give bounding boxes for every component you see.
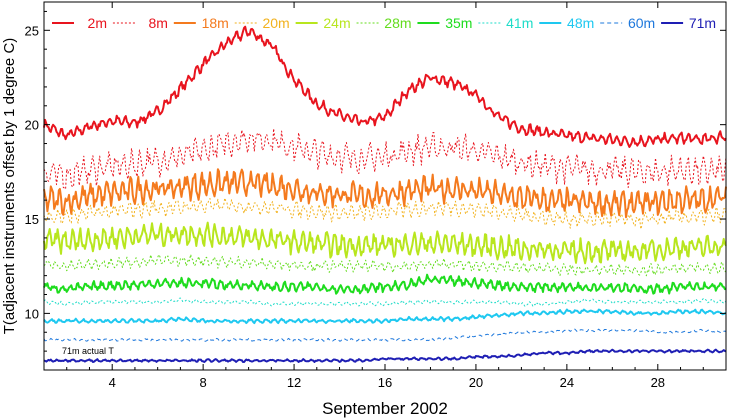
x-tick-label: 8 xyxy=(200,375,207,390)
series-line-24m xyxy=(43,221,727,265)
y-tick-label: 25 xyxy=(25,23,39,38)
y-tick-label: 10 xyxy=(25,306,39,321)
series-line-60m xyxy=(43,328,727,342)
x-tick-label: 24 xyxy=(560,375,574,390)
x-axis-label: September 2002 xyxy=(322,399,448,418)
axis-layer: 4 8 12 16 20 24 28 10 15 20 25 xyxy=(25,2,726,390)
legend-label-20m: 20m xyxy=(262,15,289,31)
series-layer xyxy=(43,25,727,363)
series-line-18m xyxy=(43,168,727,219)
legend-label-24m: 24m xyxy=(323,15,350,31)
x-tick-label: 28 xyxy=(651,375,665,390)
x-tick-label: 16 xyxy=(378,375,392,390)
legend-label-8m: 8m xyxy=(148,15,167,31)
legend-label-60m: 60m xyxy=(628,15,655,31)
series-line-20m xyxy=(43,197,727,230)
series-line-28m xyxy=(43,253,727,277)
legend-label-28m: 28m xyxy=(384,15,411,31)
legend-label-2m: 2m xyxy=(88,15,107,31)
series-line-35m xyxy=(43,273,727,295)
x-tick-label: 4 xyxy=(109,375,116,390)
legend-label-35m: 35m xyxy=(445,15,472,31)
x-tick-label: 20 xyxy=(469,375,483,390)
annotation-71m-actual: 71m actual T xyxy=(62,346,114,356)
legend: 2m 8m 18m 20m 24m 28m 35m 41m 48m 60m 71m xyxy=(52,15,716,31)
series-line-2m xyxy=(43,25,727,148)
y-tick-label: 15 xyxy=(25,212,39,227)
series-line-8m xyxy=(43,128,727,190)
legend-label-18m: 18m xyxy=(202,15,229,31)
y-tick-label: 20 xyxy=(25,118,39,133)
series-line-71m xyxy=(43,348,727,363)
y-axis-label: T(adjacent instruments offset by 1 degre… xyxy=(1,38,18,335)
legend-label-48m: 48m xyxy=(567,15,594,31)
series-line-48m xyxy=(43,308,727,325)
legend-label-71m: 71m xyxy=(689,15,716,31)
series-line-41m xyxy=(43,297,727,307)
legend-label-41m: 41m xyxy=(506,15,533,31)
x-tick-label: 12 xyxy=(287,375,301,390)
